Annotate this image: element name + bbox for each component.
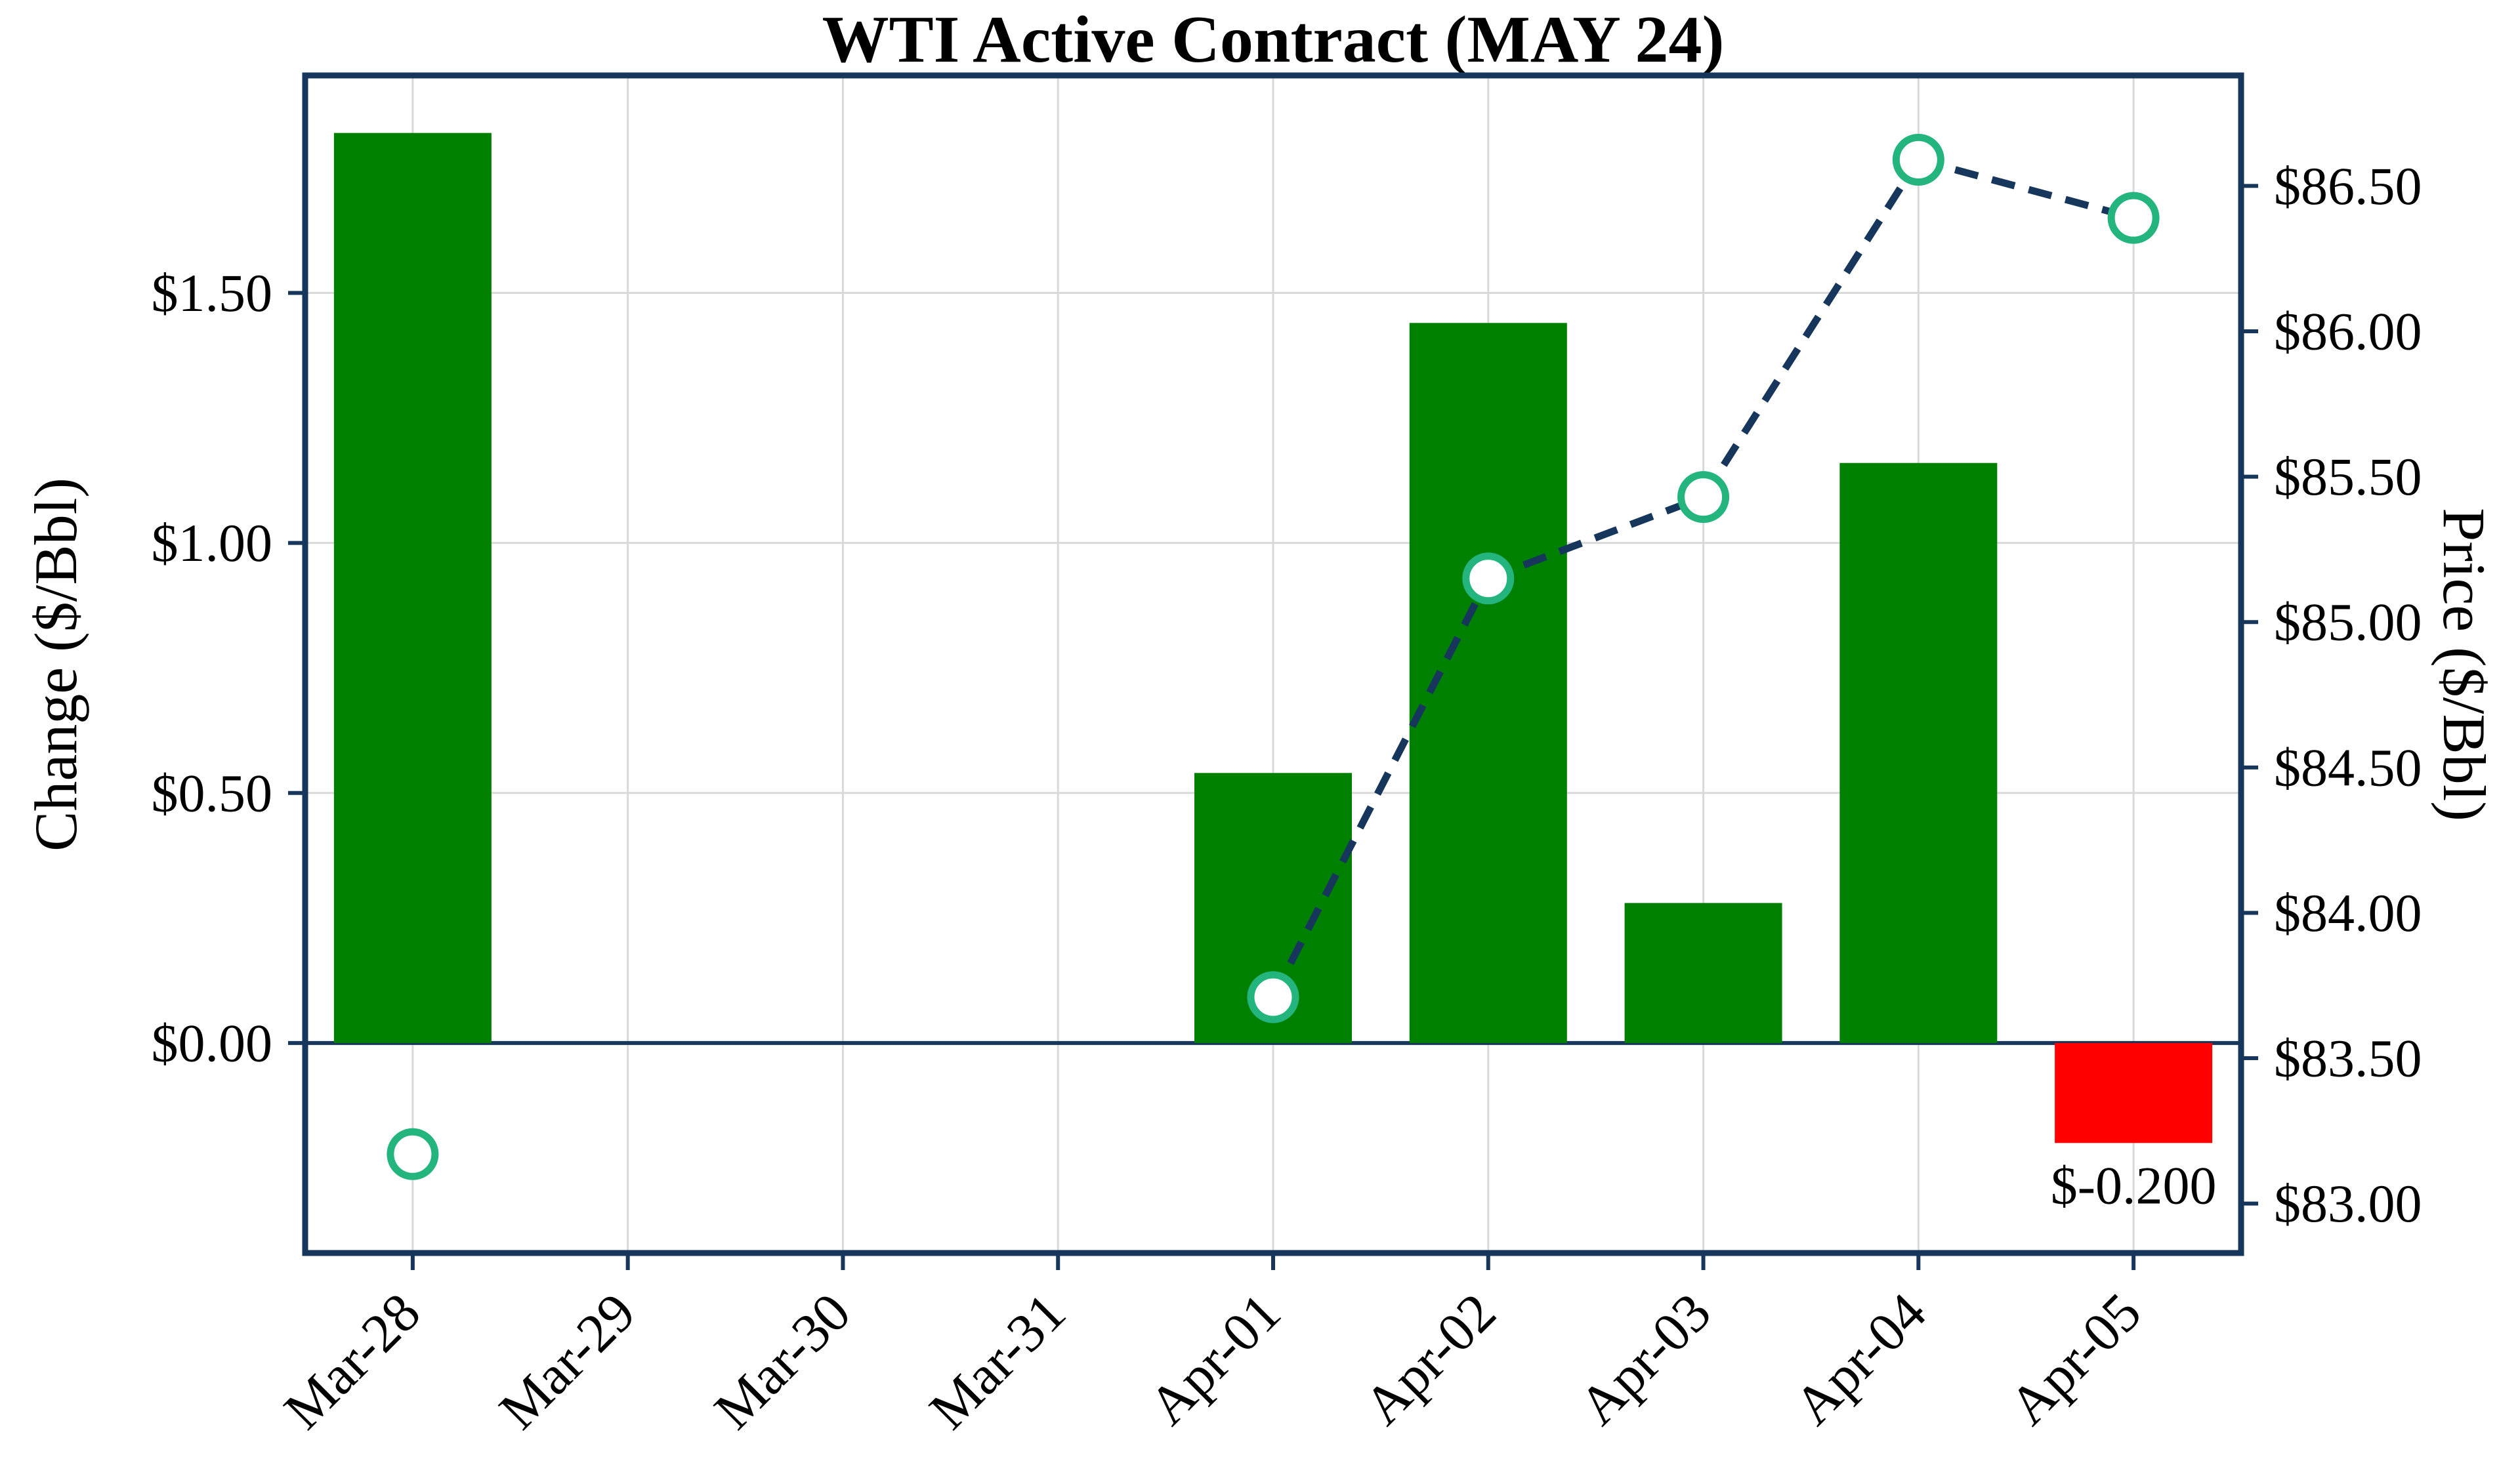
price-marker bbox=[387, 1128, 439, 1180]
left-tick-label: $1.50 bbox=[152, 263, 273, 323]
right-tick-label: $83.00 bbox=[2274, 1174, 2422, 1233]
x-tick-label: Mar-31 bbox=[918, 1282, 1078, 1441]
x-tick-label: Apr-05 bbox=[1998, 1282, 2152, 1437]
right-tick-label: $84.50 bbox=[2274, 737, 2422, 797]
price-line-segment bbox=[1486, 493, 1705, 582]
right-tick-label: $85.00 bbox=[2274, 592, 2422, 652]
price-line-segment bbox=[1700, 157, 1922, 499]
change-bar bbox=[1839, 462, 1998, 1043]
x-tick-label: Apr-02 bbox=[1353, 1282, 1507, 1437]
right-tick-label: $86.50 bbox=[2274, 156, 2422, 216]
price-marker bbox=[1892, 134, 1944, 186]
right-tick-label: $84.00 bbox=[2274, 883, 2422, 943]
x-tick-label: Apr-04 bbox=[1783, 1282, 1938, 1437]
left-tick-label: $0.00 bbox=[152, 1013, 273, 1073]
change-bar bbox=[2055, 1042, 2213, 1143]
right-tick-label: $83.50 bbox=[2274, 1029, 2422, 1088]
x-tick-label: Apr-01 bbox=[1137, 1282, 1292, 1437]
left-tick-label: $1.00 bbox=[152, 513, 273, 573]
price-marker bbox=[1677, 471, 1730, 524]
price-line-segment bbox=[1270, 577, 1492, 999]
x-tick-label: Mar-28 bbox=[273, 1282, 432, 1441]
change-bar bbox=[1624, 903, 1782, 1043]
bar-annotation: $-0.200 bbox=[2051, 1155, 2217, 1215]
change-bar bbox=[333, 133, 492, 1043]
x-tick-label: Apr-03 bbox=[1568, 1282, 1723, 1437]
price-marker bbox=[1247, 971, 1299, 1023]
right-tick-label: $85.50 bbox=[2274, 447, 2422, 506]
price-line-segment bbox=[1917, 156, 2135, 222]
left-tick-label: $0.50 bbox=[152, 763, 273, 823]
chart-title: WTI Active Contract (MAY 24) bbox=[822, 3, 1725, 77]
x-tick-label: Mar-29 bbox=[488, 1282, 647, 1441]
right-tick-label: $86.00 bbox=[2274, 302, 2422, 361]
x-tick-label: Mar-30 bbox=[703, 1282, 862, 1441]
price-marker bbox=[1462, 552, 1515, 605]
price-marker bbox=[2107, 192, 2160, 244]
